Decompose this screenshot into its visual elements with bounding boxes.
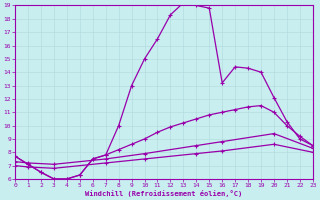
X-axis label: Windchill (Refroidissement éolien,°C): Windchill (Refroidissement éolien,°C) [85, 190, 243, 197]
